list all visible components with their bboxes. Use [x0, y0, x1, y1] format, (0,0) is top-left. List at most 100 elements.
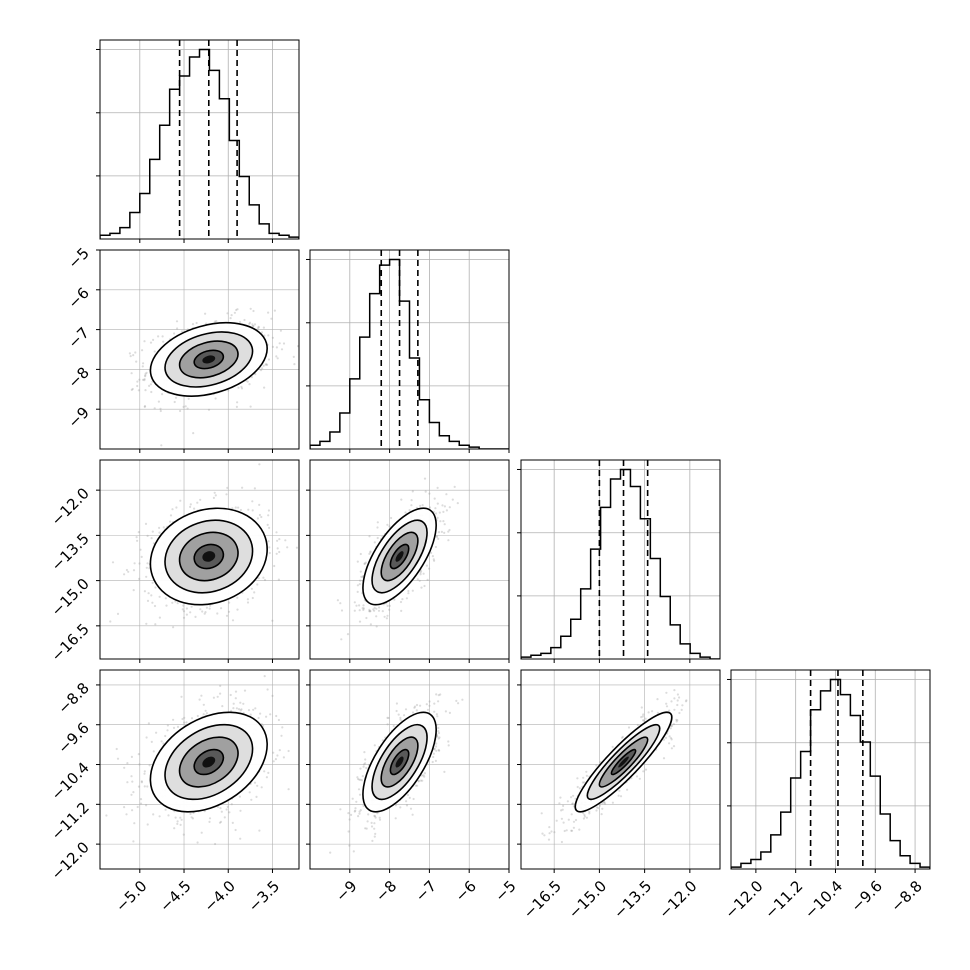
scatter-point — [435, 693, 438, 696]
scatter-point — [555, 819, 558, 822]
scatter-point — [361, 576, 364, 579]
scatter-point — [172, 626, 175, 629]
scatter-point — [408, 796, 411, 800]
scatter-point — [411, 813, 414, 816]
scatter-point — [196, 841, 199, 844]
scatter-point — [173, 332, 176, 335]
scatter-point — [216, 612, 219, 615]
scatter-point — [258, 513, 261, 517]
scatter-point — [126, 781, 129, 784]
scatter-point — [353, 810, 356, 813]
scatter-point — [670, 738, 673, 741]
scatter-point — [387, 716, 390, 720]
scatter-point — [256, 583, 259, 586]
scatter-point — [415, 709, 418, 712]
scatter-point — [558, 802, 561, 805]
scatter-point — [166, 729, 169, 732]
scatter-point — [153, 407, 156, 410]
scatter-point — [626, 788, 629, 791]
scatter-point — [143, 405, 146, 408]
scatter-point — [368, 610, 371, 613]
scatter-point — [651, 710, 654, 713]
scatter-point — [437, 531, 441, 534]
density-peak — [202, 355, 216, 364]
scatter-panel-2-0 — [100, 460, 299, 659]
scatter-point — [271, 619, 274, 622]
scatter-point — [138, 577, 141, 581]
scatter-point — [350, 813, 353, 817]
scatter-point — [673, 708, 676, 711]
scatter-point — [230, 314, 233, 317]
scatter-point — [176, 820, 179, 823]
scatter-point — [253, 781, 257, 784]
scatter-point — [566, 800, 570, 803]
scatter-point — [204, 709, 207, 712]
scatter-point — [253, 591, 256, 594]
scatter-point — [232, 707, 235, 710]
scatter-point — [219, 807, 222, 810]
scatter-point — [457, 702, 460, 705]
scatter-point — [140, 555, 143, 559]
scatter-point — [383, 615, 386, 618]
scatter-point — [143, 378, 146, 381]
scatter-point — [365, 827, 368, 830]
scatter-point — [169, 514, 173, 517]
scatter-point — [180, 818, 183, 821]
scatter-point — [271, 336, 274, 339]
scatter-point — [150, 537, 153, 540]
scatter-point — [272, 751, 275, 754]
scatter-point — [348, 844, 351, 847]
scatter-point — [362, 608, 365, 612]
scatter-panel-3-0 — [100, 670, 299, 869]
scatter-point — [145, 371, 148, 374]
scatter-point — [278, 538, 281, 541]
scatter-point — [386, 604, 389, 608]
scatter-point — [418, 579, 421, 582]
scatter-point — [144, 522, 148, 526]
scatter-point — [354, 809, 357, 812]
scatter-point — [347, 812, 350, 815]
scatter-point — [174, 816, 177, 819]
scatter-point — [147, 592, 150, 595]
scatter-point — [442, 510, 445, 513]
scatter-point — [416, 578, 419, 581]
scatter-point — [273, 564, 276, 568]
scatter-point — [563, 829, 566, 833]
scatter-point — [405, 597, 408, 600]
scatter-point — [151, 601, 154, 604]
scatter-point — [136, 805, 139, 809]
scatter-point — [152, 813, 155, 816]
scatter-point — [265, 776, 268, 779]
scatter-point — [171, 601, 174, 604]
scatter-point — [239, 508, 242, 512]
scatter-point — [583, 813, 586, 817]
scatter-point — [578, 828, 581, 831]
scatter-point — [356, 584, 359, 587]
scatter-point — [280, 734, 283, 737]
histogram-step-line — [100, 48, 299, 239]
scatter-point — [182, 405, 185, 408]
scatter-point — [219, 820, 223, 824]
scatter-point — [262, 576, 265, 579]
scatter-point — [278, 749, 281, 752]
scatter-point — [293, 363, 296, 366]
scatter-point — [421, 779, 424, 782]
scatter-point — [237, 708, 241, 711]
scatter-point — [172, 718, 175, 721]
scatter-point — [375, 615, 378, 618]
scatter-point — [559, 796, 562, 799]
scatter-point — [137, 531, 140, 534]
scatter-point — [205, 606, 208, 609]
scatter-point — [360, 575, 363, 578]
scatter-point — [231, 619, 235, 622]
scatter-point — [681, 704, 684, 707]
scatter-point — [433, 710, 436, 713]
scatter-point — [185, 613, 188, 616]
scatter-point — [209, 604, 212, 607]
scatter-point — [193, 507, 196, 510]
scatter-point — [183, 721, 186, 724]
scatter-point — [676, 693, 680, 696]
scatter-panel-2-1 — [310, 460, 509, 659]
scatter-point — [375, 607, 378, 610]
scatter-panel-3-2 — [521, 670, 720, 869]
